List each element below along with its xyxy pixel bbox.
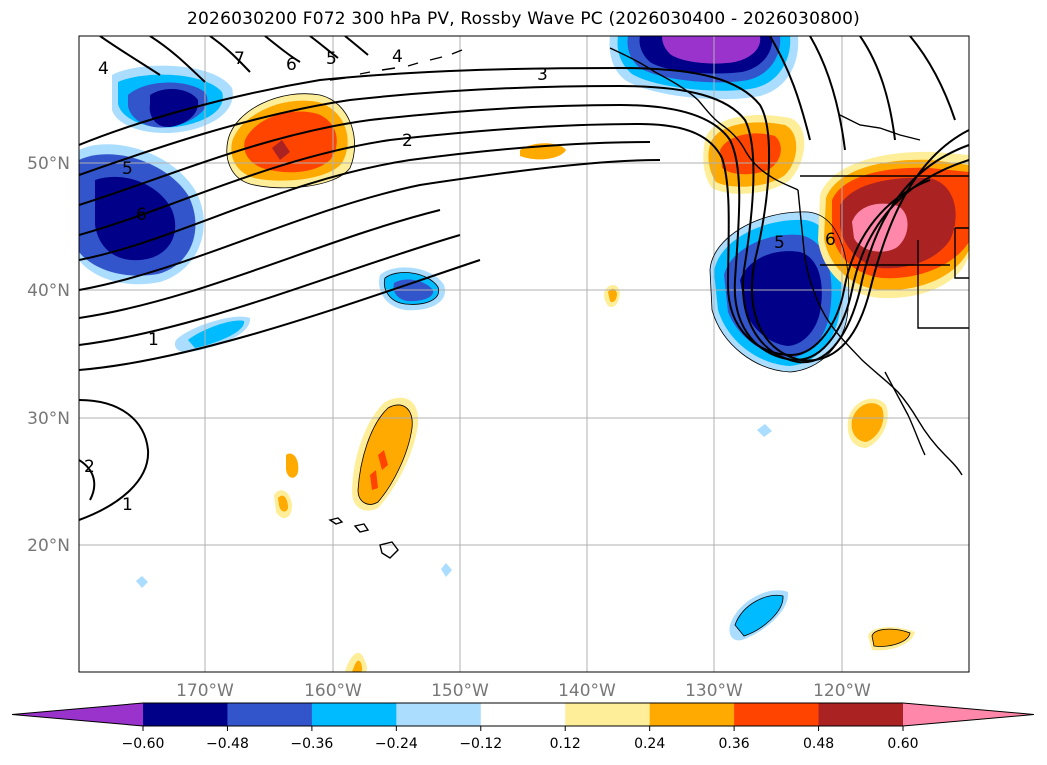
positive-anomaly-western-ridge	[818, 151, 969, 299]
longitude-label: 150°W	[431, 681, 489, 701]
contour-label-group: 1 1 2 2 3 4 4 5 5 5 6 6 6 7	[84, 47, 836, 515]
contour-label: 5	[774, 233, 785, 253]
latitude-label: 20°N	[27, 536, 70, 556]
latitude-label: 40°N	[27, 281, 70, 301]
contour-label: 3	[537, 65, 548, 85]
colorbar-tick-label: 0.60	[887, 736, 918, 752]
colorbar-tick-label: 0.36	[719, 736, 750, 752]
latitude-label: 30°N	[27, 409, 70, 429]
plot-frame	[78, 35, 970, 673]
contour-label: 4	[392, 47, 403, 67]
contour-label: 6	[286, 55, 297, 75]
longitude-label: 130°W	[685, 681, 743, 701]
colorbar-segment	[649, 703, 735, 726]
contour-label: 2	[402, 131, 413, 151]
contour-label: 1	[148, 330, 159, 350]
longitude-label: 160°W	[304, 681, 362, 701]
negative-anomaly-northwest	[79, 65, 233, 285]
positive-anomaly-tiny-a	[286, 453, 299, 478]
contour-label: 1	[122, 495, 133, 515]
colorbar-tick-label: −0.48	[206, 736, 249, 752]
colorbar-segment	[311, 703, 397, 726]
colorbar-tick-label: 0.24	[634, 736, 665, 752]
colorbar-segment	[227, 703, 313, 726]
colorbar-segment	[734, 703, 820, 726]
longitude-label: 140°W	[558, 681, 616, 701]
colorbar-extension-high	[903, 703, 1034, 726]
chart-title: 2026030200 F072 300 hPa PV, Rossby Wave …	[187, 9, 860, 29]
longitude-label: 170°W	[176, 681, 234, 701]
colorbar-tick-label: 0.12	[550, 736, 581, 752]
anomaly-outline-contours	[226, 93, 911, 647]
negative-anomaly-tiny-a	[136, 576, 148, 588]
colorbar-segment	[565, 703, 651, 726]
contour-label: 6	[136, 205, 147, 225]
latitude-label: 50°N	[27, 154, 70, 174]
colorbar-tick-label: −0.24	[375, 736, 418, 752]
longitude-axis: 170°W 160°W 150°W 140°W 130°W 120°W	[176, 681, 871, 701]
longitude-label: 120°W	[813, 681, 871, 701]
gridlines	[79, 36, 969, 672]
colorbar-segment	[396, 703, 482, 726]
colorbar-segment	[143, 703, 228, 726]
contour-label: 6	[825, 230, 836, 250]
contour-label: 2	[84, 457, 95, 477]
colorbar-tick-label: −0.12	[459, 736, 502, 752]
colorbar-segment	[818, 703, 904, 726]
contour-label: 7	[234, 49, 245, 69]
contour-label: 5	[122, 159, 133, 179]
colorbar-tick-label: −0.36	[290, 736, 333, 752]
colorbar-segment	[480, 703, 566, 726]
latitude-axis: 50°N 40°N 30°N 20°N	[27, 154, 70, 556]
coastlines	[328, 47, 969, 559]
negative-anomaly-tiny-b	[441, 563, 452, 577]
colorbar-tick-label: 0.48	[803, 736, 834, 752]
contour-label: 4	[98, 59, 109, 79]
negative-anomaly-tiny-c	[757, 424, 772, 437]
negative-anomaly-alaska	[609, 36, 799, 100]
colorbar-tick-label: −0.60	[122, 736, 165, 752]
positive-anomaly-subtropical-streak	[352, 397, 419, 511]
contour-label: 5	[326, 49, 337, 69]
colorbar-extension-low	[12, 703, 143, 726]
colorbar: −0.60 −0.48 −0.36 −0.24 −0.12 0.12 0.24 0.36 0.4…	[11, 702, 1035, 752]
